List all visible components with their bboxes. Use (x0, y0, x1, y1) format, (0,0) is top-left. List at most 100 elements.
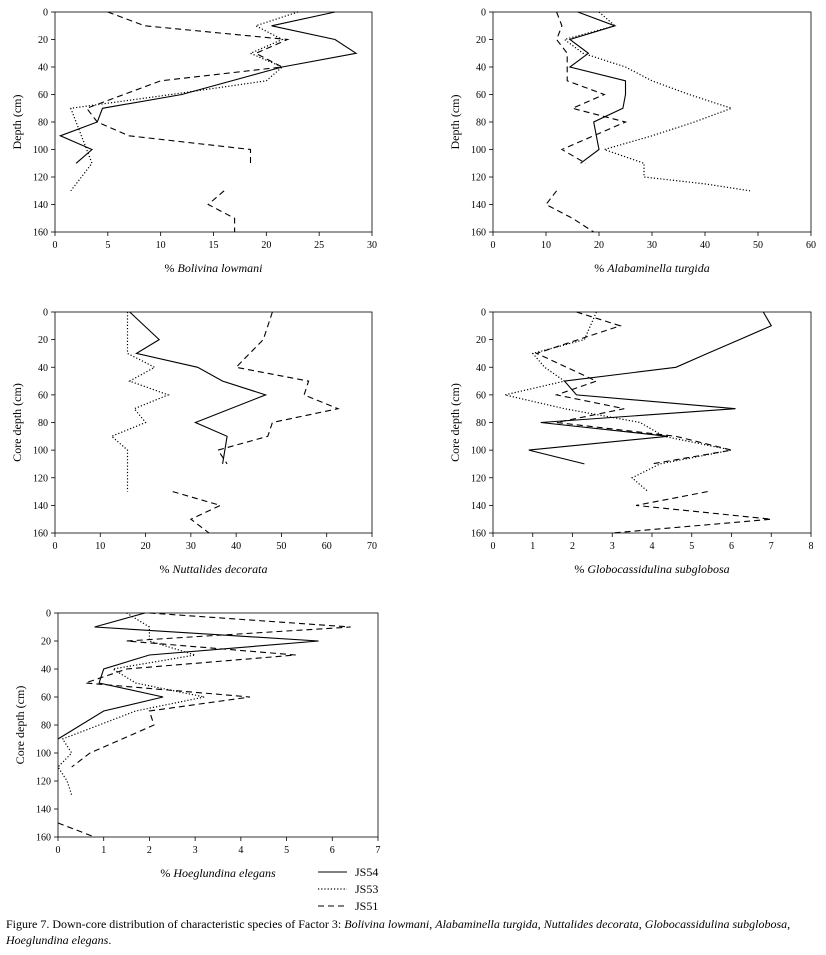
x-tick-label: 60 (322, 541, 332, 552)
x-tick-label: 30 (367, 240, 377, 251)
x-tick-label: 6 (729, 541, 734, 552)
x-tick-label: 20 (261, 240, 271, 251)
y-tick-label: 140 (33, 200, 48, 211)
caption-sep-3: , (638, 917, 645, 931)
x-axis-label-prefix: % (165, 261, 178, 275)
plot-frame (54, 11, 373, 233)
x-tick-label: 20 (594, 240, 604, 251)
x-tick-label: 25 (314, 240, 324, 251)
y-tick-label: 120 (33, 173, 48, 184)
chart-panel-2: 0 10 20 30 40 50 60 0 20 40 60 80 100 120 140 160 Depth … (448, 8, 816, 276)
y-tick-label: 0 (43, 8, 48, 19)
y-tick-label: 80 (476, 418, 486, 429)
y-tick-label: 100 (471, 145, 486, 156)
y-tick-label: 0 (46, 609, 51, 620)
series-line-js54 (528, 311, 773, 465)
caption-species-1: Bolivina lowmani (344, 917, 430, 931)
caption-sep-4: , (787, 917, 791, 931)
y-tick-label: 100 (471, 446, 486, 457)
y-tick-label: 60 (476, 390, 486, 401)
x-tick-label: 0 (56, 845, 61, 856)
x-axis-label-prefix: % (574, 562, 587, 576)
series-line-js51-lower (172, 491, 222, 534)
x-tick-label: 4 (650, 541, 655, 552)
x-tick-label: 5 (689, 541, 694, 552)
chart-panel-1: 0 5 10 15 20 25 30 0 20 40 60 80 100 120 140 160 Depth (… (10, 8, 377, 276)
x-tick-label: 1 (530, 541, 535, 552)
x-tick-label: 10 (156, 240, 166, 251)
x-tick-label: 5 (105, 240, 110, 251)
y-tick-label: 0 (43, 308, 48, 319)
x-tick-label: 50 (753, 240, 763, 251)
series-line-js54 (568, 11, 627, 164)
y-tick-label: 40 (38, 63, 48, 74)
x-tick-label: 40 (231, 541, 241, 552)
y-tick-label: 80 (41, 721, 51, 732)
x-tick-label: 0 (491, 541, 496, 552)
x-tick-label: 20 (141, 541, 151, 552)
series-line-js51 (535, 311, 732, 465)
x-axis-label-species: Hoeglundina elegans (172, 866, 276, 880)
y-tick-label: 100 (36, 749, 51, 760)
y-tick-label: 60 (38, 90, 48, 101)
x-axis-label: % Alabaminella turgida (594, 261, 710, 275)
y-axis-label: Core depth (cm) (10, 383, 24, 462)
x-axis-label: % Hoeglundina elegans (160, 866, 276, 880)
y-tick-label: 120 (471, 173, 486, 184)
plot-frame (492, 11, 812, 233)
caption-end: . (108, 933, 112, 947)
x-tick-label: 15 (209, 240, 219, 251)
x-tick-label: 0 (53, 541, 58, 552)
series-line-js51-lower (57, 822, 95, 838)
y-tick-label: 20 (38, 335, 48, 346)
plot-frame (54, 311, 373, 534)
y-tick-label: 40 (41, 665, 51, 676)
x-axis-label: % Bolivina lowmani (165, 261, 263, 275)
y-axis-label: Depth (cm) (448, 95, 462, 150)
plot-frame (57, 612, 379, 838)
x-axis-label-species: Bolivina lowmani (178, 261, 263, 275)
chart-panel-5: 0 1 2 3 4 5 6 7 0 20 40 60 80 100 120 140 160 Core depth … (13, 609, 381, 881)
series-line-js53 (563, 11, 751, 192)
y-axis-label: Core depth (cm) (448, 383, 462, 462)
y-tick-label: 60 (476, 90, 486, 101)
series-line-js54 (129, 311, 268, 464)
y-tick-label: 0 (481, 8, 486, 19)
caption-species-3: Nuttalides decorata (543, 917, 639, 931)
y-tick-label: 20 (476, 35, 486, 46)
x-tick-label: 40 (700, 240, 710, 251)
x-tick-label: 10 (95, 541, 105, 552)
series-line-js54 (58, 11, 358, 164)
figure-caption: Figure 7. Down-core distribution of char… (6, 916, 822, 948)
x-tick-label: 7 (376, 845, 381, 856)
y-tick-label: 160 (471, 529, 486, 540)
x-tick-label: 10 (541, 240, 551, 251)
y-tick-label: 40 (476, 63, 486, 74)
y-tick-label: 160 (33, 228, 48, 239)
x-tick-label: 1 (101, 845, 106, 856)
caption-species-4: Globocassidulina subglobosa (644, 917, 788, 931)
caption-sep-1: , (429, 917, 436, 931)
y-tick-label: 140 (33, 501, 48, 512)
x-tick-label: 0 (491, 240, 496, 251)
legend-label-js53: JS53 (355, 882, 378, 896)
y-tick-label: 100 (33, 446, 48, 457)
y-tick-label: 120 (36, 777, 51, 788)
x-axis-label-species: Alabaminella turgida (606, 261, 710, 275)
y-tick-label: 160 (471, 228, 486, 239)
x-axis-label-prefix: % (594, 261, 607, 275)
x-tick-label: 30 (186, 541, 196, 552)
y-tick-label: 140 (36, 805, 51, 816)
x-axis-label-prefix: % (160, 562, 173, 576)
y-tick-label: 120 (33, 473, 48, 484)
x-axis-label: % Nuttalides decorata (160, 562, 268, 576)
x-tick-label: 4 (238, 845, 243, 856)
y-tick-label: 80 (476, 118, 486, 129)
x-tick-label: 3 (610, 541, 615, 552)
x-axis-label: % Globocassidulina subglobosa (574, 562, 729, 576)
y-tick-label: 160 (36, 833, 51, 844)
y-tick-label: 120 (471, 473, 486, 484)
caption-sep-2: , (537, 917, 544, 931)
series-line-js53 (69, 11, 299, 192)
